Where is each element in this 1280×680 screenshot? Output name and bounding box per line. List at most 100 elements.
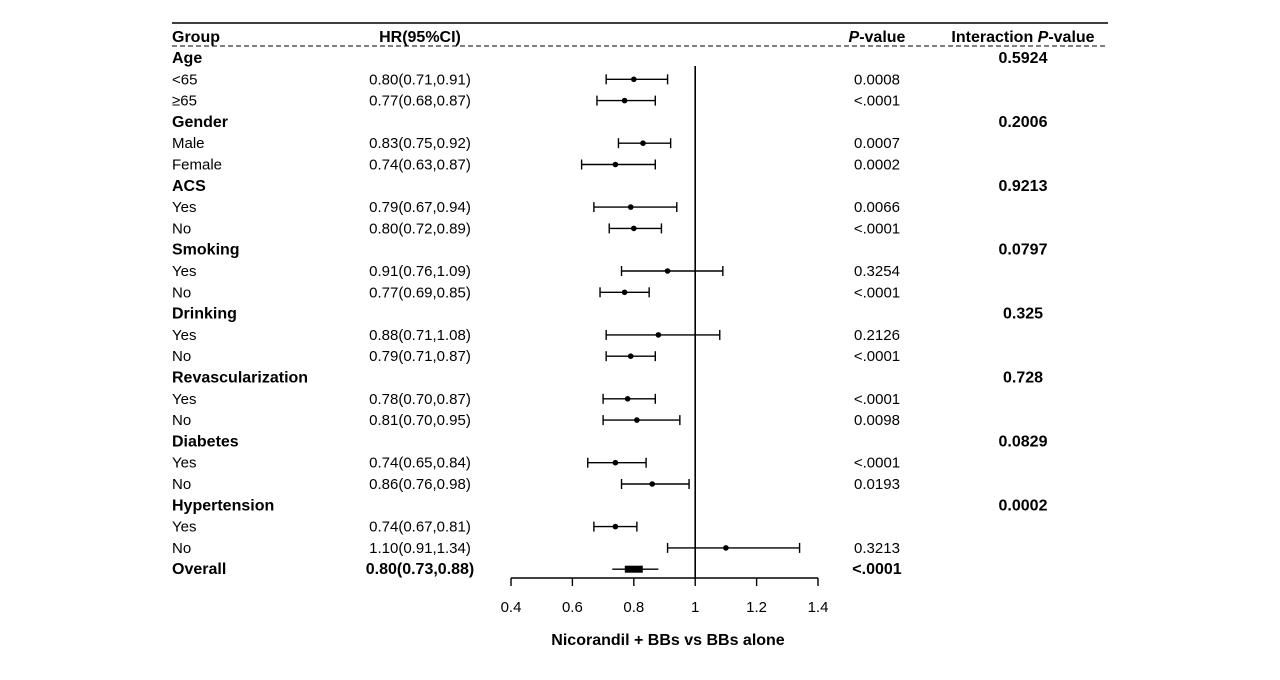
hr-ci-text: 0.86(0.76,0.98): [369, 476, 471, 493]
hr-ci-text: 1.10(0.91,1.34): [369, 540, 471, 557]
subgroup-label: No: [172, 540, 191, 557]
ci-marker: [617, 138, 672, 149]
overall-p-value: <.0001: [852, 561, 901, 578]
subgroup-label: Male: [172, 135, 205, 152]
subgroup-label: Yes: [172, 455, 196, 472]
table-rows: Age 0.5924 <65 0.80(0.71,0.91) 0.0008 ≥65 0.77…: [172, 50, 1048, 578]
interaction-p-value: 0.9213: [999, 178, 1048, 195]
hr-point: [634, 417, 640, 423]
hr-ci-text: 0.91(0.76,1.09): [369, 263, 471, 280]
header-group: Group: [172, 29, 220, 46]
ci-marker: [602, 415, 681, 426]
p-value: 0.3254: [854, 263, 900, 280]
x-tick-label: 0.4: [501, 599, 522, 616]
ci-marker: [605, 74, 669, 85]
x-tick-label: 1.4: [808, 599, 829, 616]
subgroup-label: Yes: [172, 199, 196, 216]
p-value: 0.0002: [854, 157, 900, 174]
ci-marker: [666, 542, 801, 553]
overall-box: [624, 565, 643, 573]
ci-marker: [620, 266, 724, 276]
hr-ci-text: 0.79(0.71,0.87): [369, 348, 471, 365]
hr-point: [627, 353, 634, 360]
ci-marker: [587, 457, 647, 468]
hr-point: [612, 161, 619, 168]
plot-area: 0.4 0.6 0.8 1 1.2 1.4: [501, 66, 829, 616]
subgroup-label: <65: [172, 71, 197, 88]
p-value: 0.2126: [854, 327, 900, 344]
p-value: 0.0193: [854, 476, 900, 493]
header-interaction-p-value: Interaction P-value: [951, 29, 1094, 46]
group-heading: ACS: [172, 178, 206, 195]
hr-ci-text: 0.77(0.68,0.87): [369, 93, 471, 110]
subgroup-label: No: [172, 348, 191, 365]
p-value: 0.0098: [854, 412, 900, 429]
hr-ci-text: 0.74(0.67,0.81): [369, 519, 471, 536]
p-value: 0.0008: [854, 71, 900, 88]
hr-point: [631, 225, 637, 232]
ci-marker: [605, 351, 656, 362]
hr-ci-text: 0.83(0.75,0.92): [369, 135, 471, 152]
interaction-p-value: 0.0797: [999, 242, 1048, 259]
subgroup-label: Yes: [172, 263, 196, 280]
p-value: <.0001: [854, 455, 900, 472]
ci-marker: [596, 95, 656, 106]
subgroup-label: Yes: [172, 519, 196, 536]
hr-ci-text: 0.79(0.67,0.94): [369, 199, 471, 216]
hr-ci-text: 0.80(0.72,0.89): [369, 220, 471, 237]
group-heading: Age: [172, 50, 202, 67]
subgroup-label: No: [172, 284, 191, 301]
group-heading: Gender: [172, 114, 228, 131]
hr-point: [627, 204, 634, 210]
ci-marker: [620, 479, 690, 489]
p-value: <.0001: [854, 391, 900, 408]
ci-marker: [608, 223, 663, 234]
group-heading: Drinking: [172, 306, 237, 323]
x-tick-label: 0.6: [562, 599, 583, 616]
subgroup-label: No: [172, 412, 191, 429]
ci-marker: [599, 287, 650, 298]
hr-ci-text: 0.78(0.70,0.87): [369, 391, 471, 408]
x-axis-label: Nicorandil + BBs vs BBs alone: [551, 632, 785, 649]
p-value: 0.0066: [854, 199, 900, 216]
overall-marker: [612, 565, 659, 573]
subgroup-label: No: [172, 220, 191, 237]
interaction-p-value: 0.325: [1003, 306, 1043, 323]
hr-point: [612, 523, 619, 530]
hr-point: [624, 396, 631, 402]
hr-ci-text: 0.81(0.70,0.95): [369, 412, 471, 429]
subgroup-label: No: [172, 476, 191, 493]
subgroup-label: Yes: [172, 391, 196, 408]
interaction-p-value: 0.0002: [999, 497, 1048, 514]
subgroup-label: Female: [172, 157, 222, 174]
hr-point: [612, 459, 619, 466]
header-hr: HR(95%CI): [379, 29, 461, 46]
group-heading: Diabetes: [172, 433, 239, 450]
interaction-p-value: 0.5924: [999, 50, 1048, 67]
hr-point: [664, 268, 671, 274]
ci-marker: [593, 202, 678, 213]
p-value: <.0001: [854, 220, 900, 237]
interaction-p-value: 0.2006: [999, 114, 1048, 131]
interaction-p-value: 0.0829: [999, 433, 1048, 450]
subgroup-label: ≥65: [172, 93, 197, 110]
group-heading: Hypertension: [172, 497, 274, 514]
p-value: <.0001: [854, 284, 900, 301]
group-heading: Revascularization: [172, 370, 308, 387]
hr-point: [631, 76, 637, 83]
ci-marker: [593, 521, 638, 532]
hr-point: [640, 140, 646, 146]
p-value: <.0001: [854, 93, 900, 110]
x-tick-label: 1: [691, 599, 699, 616]
hr-point: [621, 289, 628, 296]
hr-point: [649, 481, 656, 487]
interaction-p-value: 0.728: [1003, 370, 1043, 387]
hr-point: [723, 545, 729, 551]
x-tick-label: 0.8: [623, 599, 644, 616]
ci-marker: [580, 159, 656, 170]
hr-ci-text: 0.74(0.63,0.87): [369, 157, 471, 174]
overall-hr-ci-text: 0.80(0.73,0.88): [366, 561, 475, 578]
overall-label: Overall: [172, 561, 226, 578]
p-value: 0.3213: [854, 540, 900, 557]
